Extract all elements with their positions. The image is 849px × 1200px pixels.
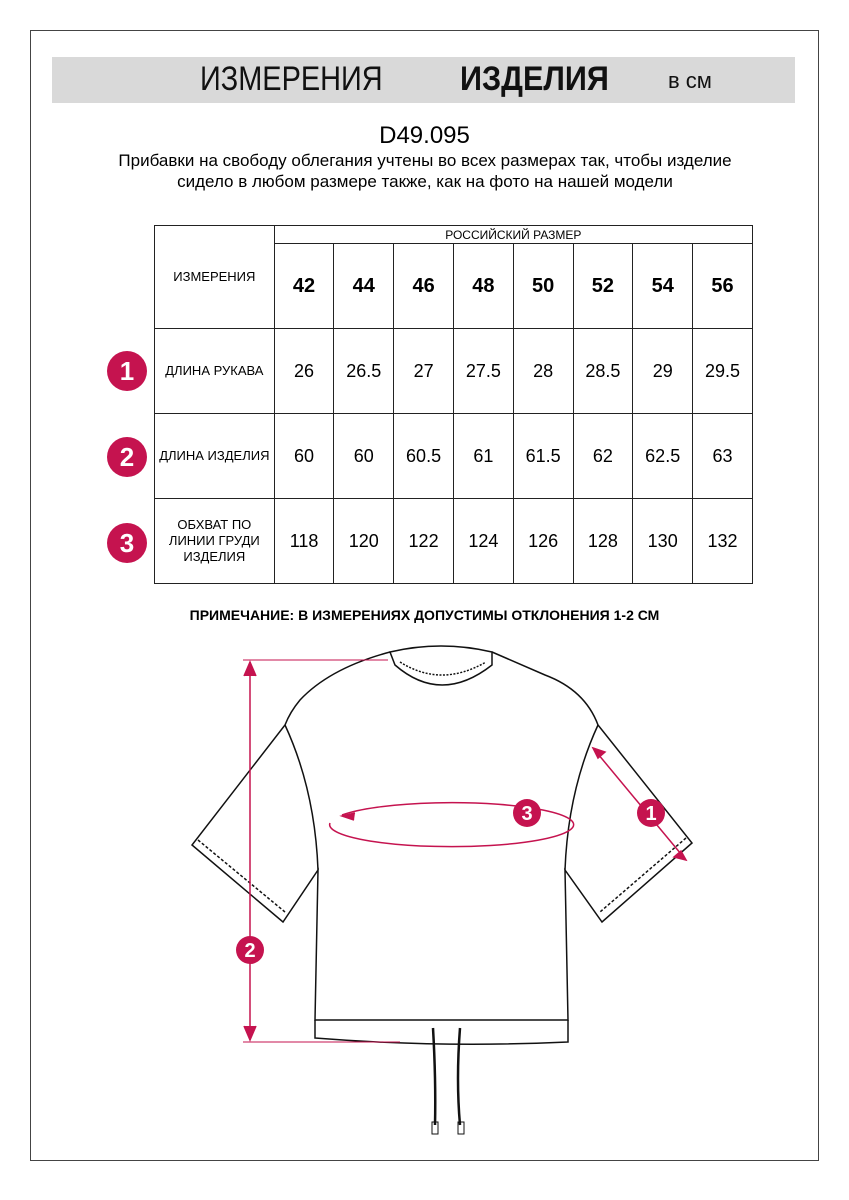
row-badge: 2	[107, 437, 147, 477]
table-row: ДЛИНА ИЗДЕЛИЯ 60 60 60.5 61 61.5 62 62.5 63	[154, 413, 753, 499]
badge-3-diagram	[513, 799, 541, 827]
value-cell: 60	[333, 413, 395, 499]
table-row: ДЛИНА РУКАВА 26 26.5 27 27.5 28 28.5 29 29.5	[154, 328, 753, 414]
value-cell: 60.5	[393, 413, 454, 499]
measure-header: ИЗМЕРЕНИЯ	[154, 225, 275, 329]
badge-2-label: 2	[244, 940, 255, 962]
sizes-row: 42 44 46 48 50 52 54 56	[155, 243, 753, 329]
title-bold: ИЗДЕЛИЯ	[460, 60, 609, 98]
badge-2-diagram	[236, 936, 264, 964]
value-cell: 120	[333, 498, 395, 584]
value-cell: 130	[632, 498, 694, 584]
page-frame	[30, 30, 819, 1161]
description: Прибавки на свободу облегания учтены во …	[118, 151, 732, 191]
tshirt-outline	[190, 645, 694, 1135]
value-cell: 118	[273, 498, 335, 584]
size-header: 44	[333, 243, 395, 329]
size-table: ИЗМЕРЕНИЯ РОССИЙСКИЙ РАЗМЕР 42 44 46 48 50 52…	[154, 225, 754, 584]
value-cell: 128	[572, 498, 634, 584]
row-label: ОБХВАТ ПО ЛИНИИ ГРУДИ ИЗДЕЛИЯ	[154, 498, 275, 584]
size-header: 50	[512, 243, 574, 329]
table-row: ОБХВАТ ПО ЛИНИИ ГРУДИ ИЗДЕЛИЯ 118 120 122 12…	[154, 498, 753, 584]
value-cell: 62.5	[632, 413, 694, 499]
size-header: 54	[632, 243, 694, 329]
value-cell: 126	[512, 498, 574, 584]
value-cell: 27	[393, 328, 454, 414]
title-banner	[52, 57, 795, 103]
row-badge: 1	[107, 351, 147, 391]
size-header: 48	[452, 243, 514, 329]
badge-1-diagram	[637, 799, 665, 827]
badge-1-label: 1	[645, 803, 656, 825]
value-cell: 61	[452, 413, 514, 499]
product-code: D49.095	[379, 122, 470, 149]
title-regular: ИЗМЕРЕНИЯ	[200, 60, 383, 98]
row-label: ДЛИНА ИЗДЕЛИЯ	[154, 413, 275, 499]
value-cell: 26	[273, 328, 335, 414]
measure-lines	[243, 659, 688, 1043]
value-cell: 122	[393, 498, 454, 584]
value-cell: 132	[692, 498, 753, 584]
size-header: 42	[273, 243, 335, 329]
size-header: 56	[692, 243, 753, 329]
chest-ellipse	[328, 801, 575, 848]
note: ПРИМЕЧАНИЕ: В ИЗМЕРЕНИЯХ ДОПУСТИМЫ ОТКЛО…	[189, 607, 660, 623]
value-cell: 63	[692, 413, 753, 499]
value-cell: 26.5	[333, 328, 395, 414]
value-cell: 29.5	[692, 328, 753, 414]
badge-3-label: 3	[521, 803, 532, 825]
value-cell: 28.5	[572, 328, 634, 414]
size-header: 46	[393, 243, 454, 329]
value-cell: 60	[273, 413, 335, 499]
row-badge: 3	[107, 523, 147, 563]
row-label: ДЛИНА РУКАВА	[154, 328, 275, 414]
title-unit: в см	[668, 68, 712, 93]
sleeve-arrow	[592, 747, 687, 861]
